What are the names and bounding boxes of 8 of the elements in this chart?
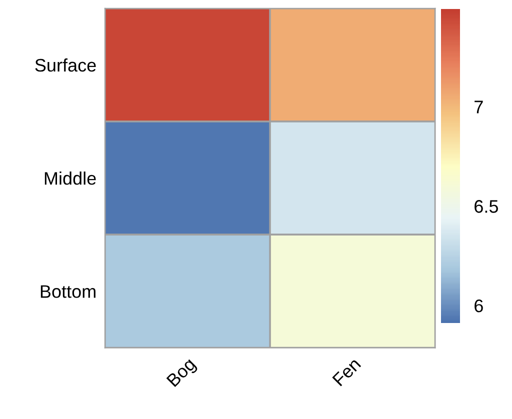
color-bar-label: 6 (474, 300, 483, 312)
y-tick-label: Surface (35, 58, 96, 72)
y-tick-label: Bottom (40, 285, 96, 298)
color-bar-label: 7 (474, 100, 483, 114)
color-bar-label: 6.5 (474, 200, 498, 213)
x-tick-label: Fen (332, 357, 362, 386)
y-tick-label: Middle (44, 172, 96, 185)
x-tick-label: Bog (166, 357, 199, 390)
